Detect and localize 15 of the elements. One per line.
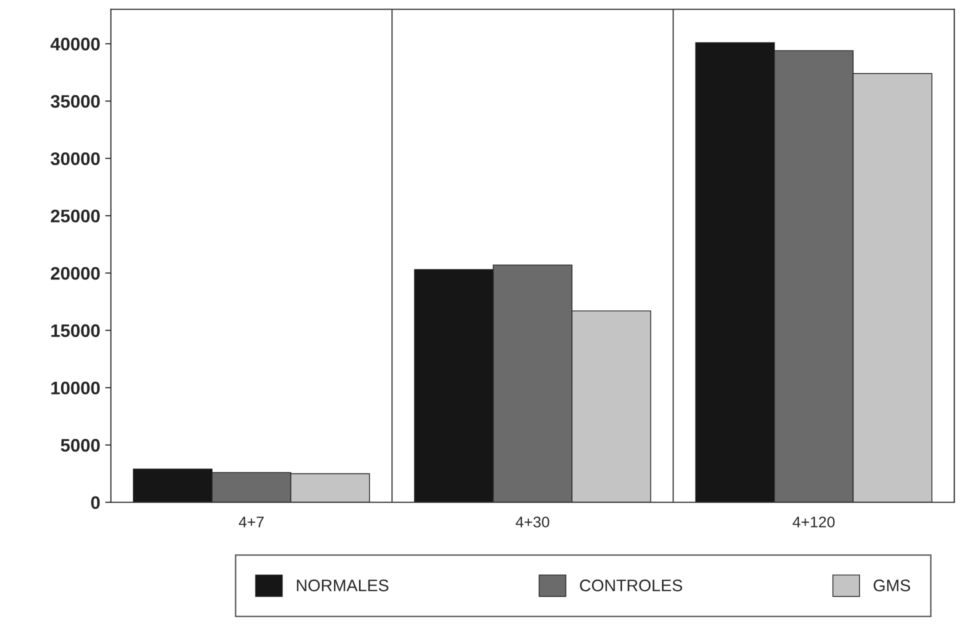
legend-label: GMS [874,580,910,592]
x-tick-label: 4+30 [516,516,550,528]
y-tick-label: 35000 [50,95,100,108]
legend-label: NORMALES [296,580,388,592]
y-tick-label: 20000 [50,266,100,280]
y-tick-label: 40000 [50,38,100,50]
y-tick-label: 0 [91,496,100,510]
y-tick-label: 25000 [50,210,100,222]
y-tick-label: 30000 [50,152,100,166]
legend-label: CONTROLES [580,580,682,592]
y-tick-label: 10000 [51,382,100,394]
y-tick-label: 15000 [51,324,100,338]
y-tick-label: 5000 [60,438,100,452]
x-tick-label: 4+120 [792,516,835,528]
x-tick-label: 4+7 [238,516,264,528]
